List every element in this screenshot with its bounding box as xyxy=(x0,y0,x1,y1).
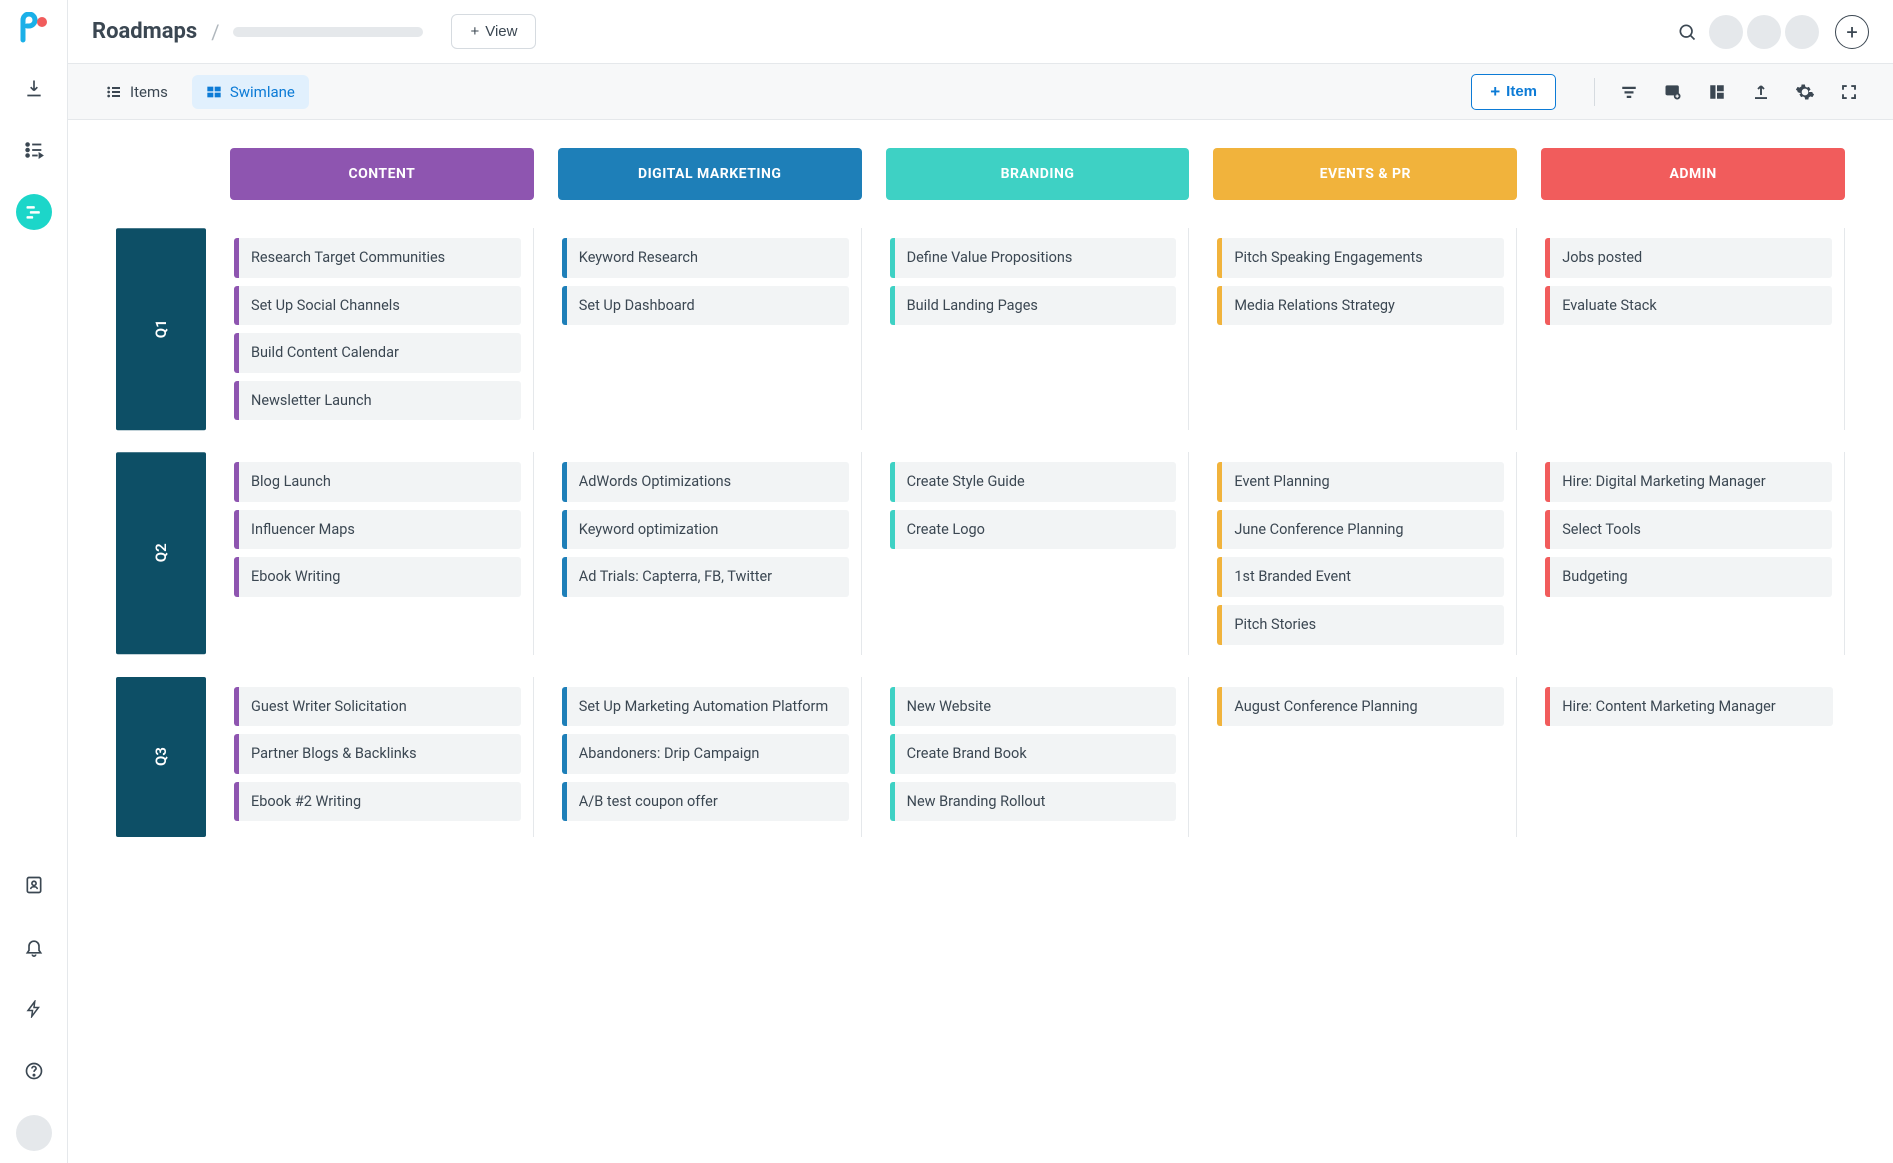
roadmap-card[interactable]: Budgeting xyxy=(1545,557,1832,597)
plus-icon: + xyxy=(470,23,479,40)
roadmap-card[interactable]: Keyword Research xyxy=(562,238,849,278)
roadmap-card[interactable]: New Branding Rollout xyxy=(890,782,1177,822)
layout-icon[interactable] xyxy=(1697,74,1737,110)
roadmap-card[interactable]: Create Style Guide xyxy=(890,462,1177,502)
roadmap-card[interactable]: Influencer Maps xyxy=(234,510,521,550)
cell: Set Up Marketing Automation Platform Aban… xyxy=(558,677,862,837)
tab-swimlane[interactable]: Swimlane xyxy=(192,75,309,109)
roadmap-card[interactable]: Evaluate Stack xyxy=(1545,286,1832,326)
left-sidebar xyxy=(0,0,68,1163)
logo[interactable] xyxy=(17,12,51,46)
roadmap-card[interactable]: Newsletter Launch xyxy=(234,381,521,421)
roadmap-card[interactable]: Media Relations Strategy xyxy=(1217,286,1504,326)
roadmap-card[interactable]: Research Target Communities xyxy=(234,238,521,278)
roadmap-card[interactable]: Create Brand Book xyxy=(890,734,1177,774)
swimlane-board: CONTENT DIGITAL MARKETING BRANDING EVENTS &… xyxy=(68,120,1893,1163)
roadmap-card[interactable]: August Conference Planning xyxy=(1217,687,1504,727)
collaborator-avatar[interactable] xyxy=(1747,15,1781,49)
roadmap-card[interactable]: Guest Writer Solicitation xyxy=(234,687,521,727)
plus-icon: + xyxy=(1490,82,1500,102)
cell: August Conference Planning xyxy=(1213,677,1517,837)
collaborator-avatar[interactable] xyxy=(1709,15,1743,49)
roadmap-card[interactable]: Build Landing Pages xyxy=(890,286,1177,326)
cell: Guest Writer Solicitation Partner Blogs &… xyxy=(230,677,534,837)
toolbar: Items Swimlane + Item xyxy=(68,64,1893,120)
breadcrumb-separator: / xyxy=(211,20,219,44)
roadmap-card[interactable]: Jobs posted xyxy=(1545,238,1832,278)
roadmap-card[interactable]: Select Tools xyxy=(1545,510,1832,550)
roadmap-card[interactable]: Event Planning xyxy=(1217,462,1504,502)
roadmap-card[interactable]: Hire: Digital Marketing Manager xyxy=(1545,462,1832,502)
link-icon[interactable] xyxy=(1653,74,1693,110)
tab-items[interactable]: Items xyxy=(92,75,182,109)
roadmap-card[interactable]: June Conference Planning xyxy=(1217,510,1504,550)
roadmap-card[interactable]: Set Up Marketing Automation Platform xyxy=(562,687,849,727)
row-header-q3[interactable]: Q3 xyxy=(116,677,206,837)
breadcrumb-placeholder xyxy=(233,27,423,37)
roadmap-card[interactable]: Set Up Dashboard xyxy=(562,286,849,326)
column-header-admin[interactable]: ADMIN xyxy=(1541,148,1845,200)
roadmap-card[interactable]: Pitch Speaking Engagements xyxy=(1217,238,1504,278)
cell: Hire: Digital Marketing Manager Select To… xyxy=(1541,452,1845,654)
row-header-q1[interactable]: Q1 xyxy=(116,228,206,430)
export-icon[interactable] xyxy=(1741,74,1781,110)
fullscreen-icon[interactable] xyxy=(1829,74,1869,110)
add-view-button[interactable]: + View xyxy=(451,14,536,49)
nav-help-icon[interactable] xyxy=(16,1053,52,1089)
roadmap-card[interactable]: AdWords Optimizations xyxy=(562,462,849,502)
row-header-q2[interactable]: Q2 xyxy=(116,452,206,654)
top-header: Roadmaps / + View + xyxy=(68,0,1893,64)
roadmap-card[interactable]: Define Value Propositions xyxy=(890,238,1177,278)
column-header-digital_marketing[interactable]: DIGITAL MARKETING xyxy=(558,148,862,200)
cell: Create Style Guide Create Logo xyxy=(886,452,1190,654)
add-item-button[interactable]: + Item xyxy=(1471,74,1556,110)
roadmap-card[interactable]: Create Logo xyxy=(890,510,1177,550)
roadmap-card[interactable]: Abandoners: Drip Campaign xyxy=(562,734,849,774)
cell: Pitch Speaking Engagements Media Relation… xyxy=(1213,228,1517,430)
collaborator-avatar[interactable] xyxy=(1785,15,1819,49)
nav-import-icon[interactable] xyxy=(16,70,52,106)
nav-notifications-icon[interactable] xyxy=(16,929,52,965)
roadmap-card[interactable]: Build Content Calendar xyxy=(234,333,521,373)
nav-contacts-icon[interactable] xyxy=(16,867,52,903)
roadmap-card[interactable]: Partner Blogs & Backlinks xyxy=(234,734,521,774)
column-header-events_pr[interactable]: EVENTS & PR xyxy=(1213,148,1517,200)
cell: AdWords Optimizations Keyword optimizatio… xyxy=(558,452,862,654)
filter-icon[interactable] xyxy=(1609,74,1649,110)
cell: Event Planning June Conference Planning 1s… xyxy=(1213,452,1517,654)
roadmap-card[interactable]: A/B test coupon offer xyxy=(562,782,849,822)
gear-icon[interactable] xyxy=(1785,74,1825,110)
roadmap-card[interactable]: Pitch Stories xyxy=(1217,605,1504,645)
cell: Hire: Content Marketing Manager xyxy=(1541,677,1845,837)
nav-bolt-icon[interactable] xyxy=(16,991,52,1027)
nav-list-icon[interactable] xyxy=(16,132,52,168)
roadmap-card[interactable]: Blog Launch xyxy=(234,462,521,502)
roadmap-card[interactable]: Keyword optimization xyxy=(562,510,849,550)
roadmap-card[interactable]: Hire: Content Marketing Manager xyxy=(1545,687,1833,727)
roadmap-card[interactable]: Ebook #2 Writing xyxy=(234,782,521,822)
page-title: Roadmaps xyxy=(92,19,197,44)
roadmap-card[interactable]: Set Up Social Channels xyxy=(234,286,521,326)
search-icon[interactable] xyxy=(1669,14,1705,50)
roadmap-card[interactable]: Ebook Writing xyxy=(234,557,521,597)
column-header-content[interactable]: CONTENT xyxy=(230,148,534,200)
roadmap-card[interactable]: 1st Branded Event xyxy=(1217,557,1504,597)
user-avatar[interactable] xyxy=(16,1115,52,1151)
cell: Define Value Propositions Build Landing P… xyxy=(886,228,1190,430)
cell: Blog Launch Influencer Maps Ebook Writing xyxy=(230,452,534,654)
toolbar-divider xyxy=(1594,78,1595,106)
add-collaborator-button[interactable]: + xyxy=(1835,15,1869,49)
cell: New Website Create Brand Book New Branding… xyxy=(886,677,1190,837)
nav-roadmap-icon[interactable] xyxy=(16,194,52,230)
column-header-branding[interactable]: BRANDING xyxy=(886,148,1190,200)
roadmap-card[interactable]: Ad Trials: Capterra, FB, Twitter xyxy=(562,557,849,597)
cell: Keyword Research Set Up Dashboard xyxy=(558,228,862,430)
cell: Research Target Communities Set Up Social… xyxy=(230,228,534,430)
roadmap-card[interactable]: New Website xyxy=(890,687,1177,727)
cell: Jobs posted Evaluate Stack xyxy=(1541,228,1845,430)
